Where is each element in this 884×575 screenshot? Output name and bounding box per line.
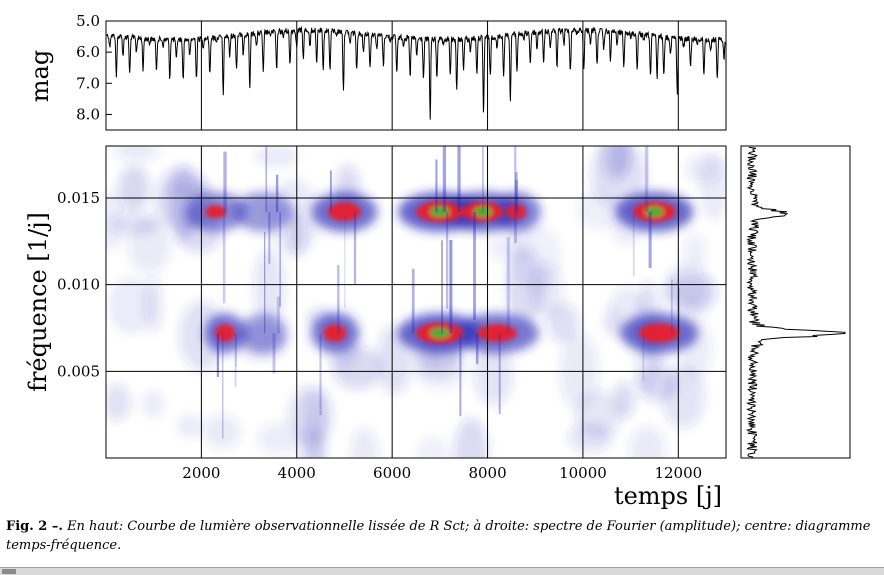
tf-haze (613, 381, 635, 419)
light-curve-yticks: 5.0 6.0 7.0 8.0 (76, 12, 112, 123)
tf-haze (416, 436, 450, 458)
tf-haze (106, 383, 131, 422)
figure-caption: Fig. 2 –. En haut: Courbe de lumière obs… (6, 517, 880, 555)
tf-haze (257, 423, 304, 455)
tf-haze (203, 415, 241, 449)
time-frequency-frame (105, 145, 727, 459)
fourier-spectrum-frame (740, 145, 851, 459)
tf-haze (168, 179, 209, 201)
horizontal-scrollbar[interactable] (0, 567, 884, 575)
tf-ridge-core (327, 202, 362, 222)
tf-ridge-core (204, 205, 227, 219)
tf-haze (474, 345, 513, 406)
tf-xtick-label: 6000 (373, 464, 411, 482)
tf-haze (118, 165, 150, 212)
tf-ridge-core (215, 324, 236, 343)
light-curve-ylabel: mag (26, 50, 54, 102)
time-frequency-xlabel: temps [j] (614, 482, 722, 510)
tf-haze (107, 213, 160, 236)
tf-haze (454, 418, 489, 458)
tf-ridge-core (506, 204, 527, 220)
time-frequency-yticks: 0.005 0.010 0.015 (57, 189, 100, 380)
time-frequency-xticks: 2000 4000 6000 8000 10000 12000 (182, 464, 702, 482)
tf-haze (113, 146, 159, 162)
tf-haze (506, 249, 545, 323)
light-curve-line (106, 25, 726, 120)
tf-haze (254, 146, 299, 168)
tf-ridge-envelope (233, 191, 294, 232)
tf-ytick-label: 0.005 (57, 362, 100, 380)
tf-haze (636, 365, 679, 403)
light-curve-ytick-label: 7.0 (76, 74, 100, 92)
tf-haze (350, 427, 379, 458)
time-frequency-panel: 2000 4000 6000 8000 10000 12000 0.0050.0100.0… (24, 145, 727, 510)
light-curve-ytick-label: 8.0 (76, 105, 100, 123)
tf-haze (547, 303, 579, 343)
tf-ridge-core (638, 323, 680, 343)
tf-ridge-peak (429, 328, 450, 339)
figure-plots: 5.0 6.0 7.0 8.0 mag 2000 4000 6000 8000 10000 12… (24, 12, 851, 510)
tf-ridge-envelope (239, 313, 288, 354)
tf-haze (678, 292, 709, 319)
light-curve-ytick-label: 6.0 (76, 43, 100, 61)
fourier-spectrum-panel (740, 145, 851, 459)
tf-xtick-label: 8000 (468, 464, 506, 482)
tf-xtick-label: 4000 (278, 464, 316, 482)
time-frequency-gridlines (106, 146, 726, 458)
light-curve-ytick-label: 5.0 (76, 12, 100, 30)
tf-haze (141, 390, 164, 419)
tf-ridge-peak (645, 206, 664, 217)
tf-haze (144, 276, 162, 333)
time-frequency-cores (204, 201, 680, 344)
tf-haze (176, 414, 203, 438)
tf-haze (108, 277, 154, 335)
caption-text: En haut: Courbe de lumière observationne… (6, 519, 871, 553)
tf-haze (576, 189, 622, 230)
tf-haze (629, 426, 666, 458)
tf-haze (610, 146, 631, 176)
tf-haze (686, 155, 723, 184)
tf-haze (575, 390, 621, 439)
tf-ridge-core (477, 324, 518, 343)
tf-ridge-core (323, 324, 347, 343)
light-curve-frame (105, 20, 727, 131)
tf-ytick-label: 0.010 (57, 276, 100, 294)
caption-figure-number: Fig. 2 –. (6, 519, 63, 534)
scrollbar-thumb[interactable] (2, 569, 16, 574)
tf-ridge-peak (429, 206, 450, 217)
time-frequency-streaks (216, 146, 680, 439)
tf-xtick-label: 2000 (182, 464, 220, 482)
tf-haze (310, 387, 327, 458)
tf-xtick-label: 10000 (559, 464, 607, 482)
tf-xtick-label: 12000 (654, 464, 702, 482)
fourier-spectrum-line (745, 146, 846, 458)
light-curve-panel: 5.0 6.0 7.0 8.0 mag (26, 12, 727, 131)
tf-ytick-label: 0.015 (57, 189, 100, 207)
time-frequency-ylabel: fréquence [1/j] (24, 212, 52, 392)
tf-haze (253, 249, 286, 324)
